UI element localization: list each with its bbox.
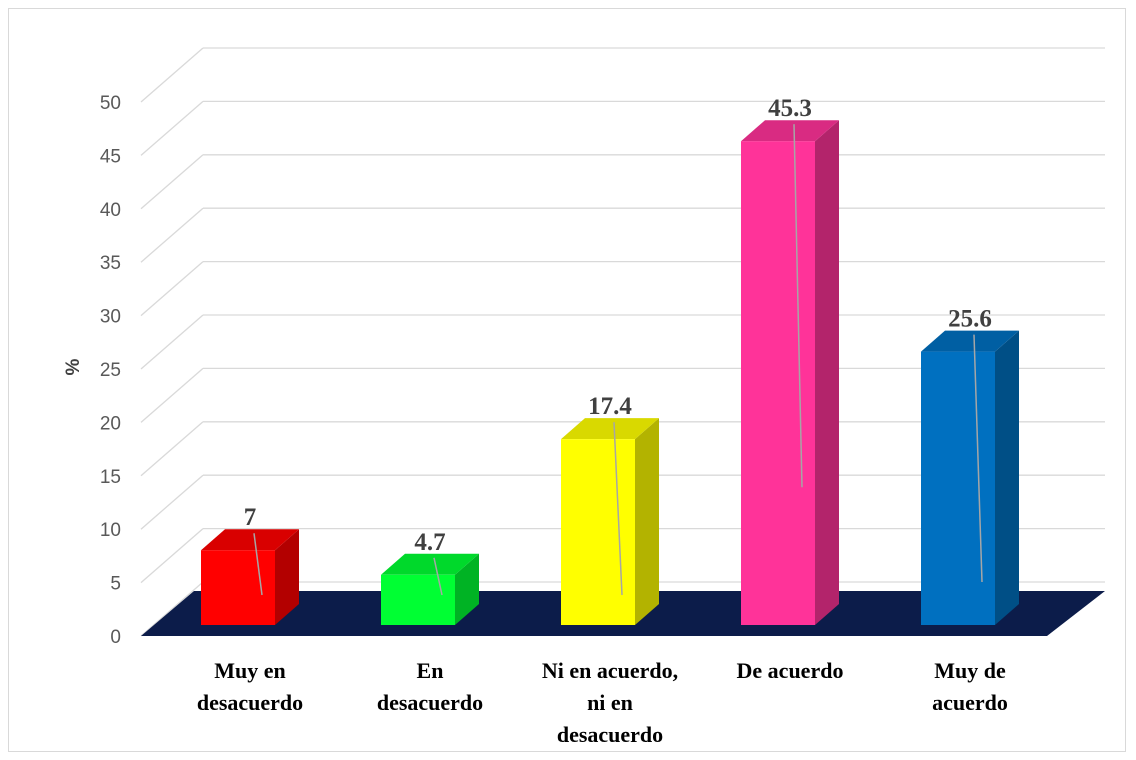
bar bbox=[381, 553, 479, 625]
y-tick-label: 20 bbox=[100, 413, 121, 434]
category-label: En desacuerdo bbox=[377, 658, 483, 715]
y-tick-label: 25 bbox=[100, 360, 121, 381]
bar bbox=[741, 120, 839, 626]
y-tick-label: 5 bbox=[110, 574, 121, 595]
bar-top bbox=[381, 553, 479, 575]
data-label: 17.4 bbox=[588, 393, 632, 420]
gridline-diag bbox=[140, 314, 204, 370]
y-tick-label: 40 bbox=[100, 200, 121, 221]
leader-line bbox=[433, 557, 443, 596]
bar-side bbox=[995, 330, 1019, 625]
bar-front bbox=[741, 141, 815, 626]
chart-frame: 0 5 10 15 20 25 30 35 40 45 50 % 7 4.7 17.4 45.3 25.6 … bbox=[8, 8, 1126, 752]
data-label: 45.3 bbox=[768, 95, 812, 122]
y-tick-label: 50 bbox=[100, 93, 121, 114]
category-label: Muy de acuerdo bbox=[932, 658, 1008, 715]
y-tick-label: 35 bbox=[100, 253, 121, 274]
category-label: Muy en desacuerdo bbox=[197, 658, 303, 715]
data-label: 25.6 bbox=[948, 306, 992, 333]
bars bbox=[201, 120, 1019, 626]
bar bbox=[201, 529, 299, 625]
leader-line bbox=[973, 334, 983, 582]
gridline-diag bbox=[140, 367, 204, 423]
gridline-diag bbox=[140, 100, 204, 156]
category-label: De acuerdo bbox=[737, 658, 844, 683]
bar-side bbox=[815, 120, 839, 626]
data-labels: 7 4.7 17.4 45.3 25.6 bbox=[244, 95, 992, 596]
data-label: 4.7 bbox=[414, 529, 445, 556]
bar bbox=[561, 418, 659, 625]
gridline-diag bbox=[140, 154, 204, 210]
leader-line bbox=[253, 533, 263, 596]
y-axis-label: % bbox=[63, 358, 84, 375]
bar-side bbox=[635, 418, 659, 625]
gridline-diag bbox=[140, 207, 204, 263]
bar-front bbox=[381, 574, 455, 625]
category-label: Ni en acuerdo, ni en desacuerdo bbox=[542, 658, 678, 747]
gridline-diag bbox=[140, 261, 204, 317]
category-labels: Muy en desacuerdo En desacuerdo Ni en acuerd… bbox=[197, 658, 1008, 747]
bar-top bbox=[921, 330, 1019, 352]
y-tick-label: 45 bbox=[100, 146, 121, 167]
leader-line bbox=[613, 422, 623, 596]
y-tick-label: 10 bbox=[100, 520, 121, 541]
bar-front bbox=[201, 550, 275, 625]
gridline-diag bbox=[140, 474, 204, 530]
bar-front bbox=[561, 439, 635, 625]
bar-top bbox=[201, 529, 299, 551]
y-tick-label: 15 bbox=[100, 467, 121, 488]
bar bbox=[921, 330, 1019, 625]
y-axis-ticks: 0 5 10 15 20 25 30 35 40 45 50 bbox=[100, 93, 121, 648]
bar-top bbox=[561, 418, 659, 440]
y-tick-label: 0 bbox=[110, 627, 121, 648]
gridline-diag bbox=[140, 581, 204, 637]
gridline-diag bbox=[140, 528, 204, 584]
bar-front bbox=[921, 351, 995, 625]
bar-top bbox=[741, 120, 839, 142]
gridline-diag bbox=[140, 47, 204, 103]
bar-side bbox=[455, 553, 479, 625]
y-tick-label: 30 bbox=[100, 307, 121, 328]
leader-line bbox=[793, 124, 803, 488]
data-label: 7 bbox=[244, 504, 257, 531]
gridline-diag bbox=[140, 421, 204, 477]
bar-side bbox=[275, 529, 299, 625]
